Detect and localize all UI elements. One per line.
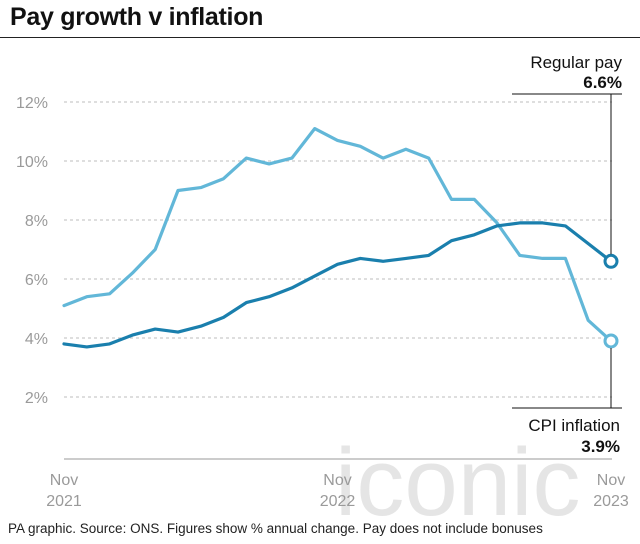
series-lines: [62, 127, 619, 349]
y-tick-label: 10%: [16, 154, 48, 171]
x-tick-label: Nov: [323, 472, 351, 489]
series-label-name: CPI inflation: [528, 416, 620, 435]
line-chart: iconic 2% 4% 6% 8% 10% 12% Nov 2021 Nov 2022 Nov 2…: [16, 53, 629, 520]
grid: 2% 4% 6% 8% 10% 12%: [16, 95, 612, 407]
chart-title: Pay growth v inflation: [10, 3, 264, 31]
y-tick-label: 4%: [25, 331, 48, 348]
y-tick-label: 6%: [25, 272, 48, 289]
series-end-marker: [603, 333, 619, 349]
series-label-value: 3.9%: [581, 437, 620, 456]
series-line: [62, 221, 613, 349]
x-tick-label: Nov: [50, 472, 78, 489]
watermark-text: iconic: [335, 429, 580, 520]
watermark: iconic: [335, 429, 580, 520]
x-tick-label: Nov: [597, 472, 625, 489]
series-line: [62, 127, 613, 343]
y-tick-label: 8%: [25, 213, 48, 230]
y-tick-label: 2%: [25, 390, 48, 407]
x-tick-label: 2023: [593, 493, 629, 510]
title-rule: [0, 37, 640, 38]
x-tick-label: 2021: [46, 493, 82, 510]
source-footer: PA graphic. Source: ONS. Figures show % …: [8, 521, 543, 536]
y-tick-label: 12%: [16, 95, 48, 112]
series-label-name: Regular pay: [530, 53, 622, 72]
x-tick-label: 2022: [320, 493, 356, 510]
x-axis: Nov 2021 Nov 2022 Nov 2023: [46, 458, 629, 510]
series-label-value: 6.6%: [583, 73, 622, 92]
series-end-marker: [603, 253, 619, 269]
